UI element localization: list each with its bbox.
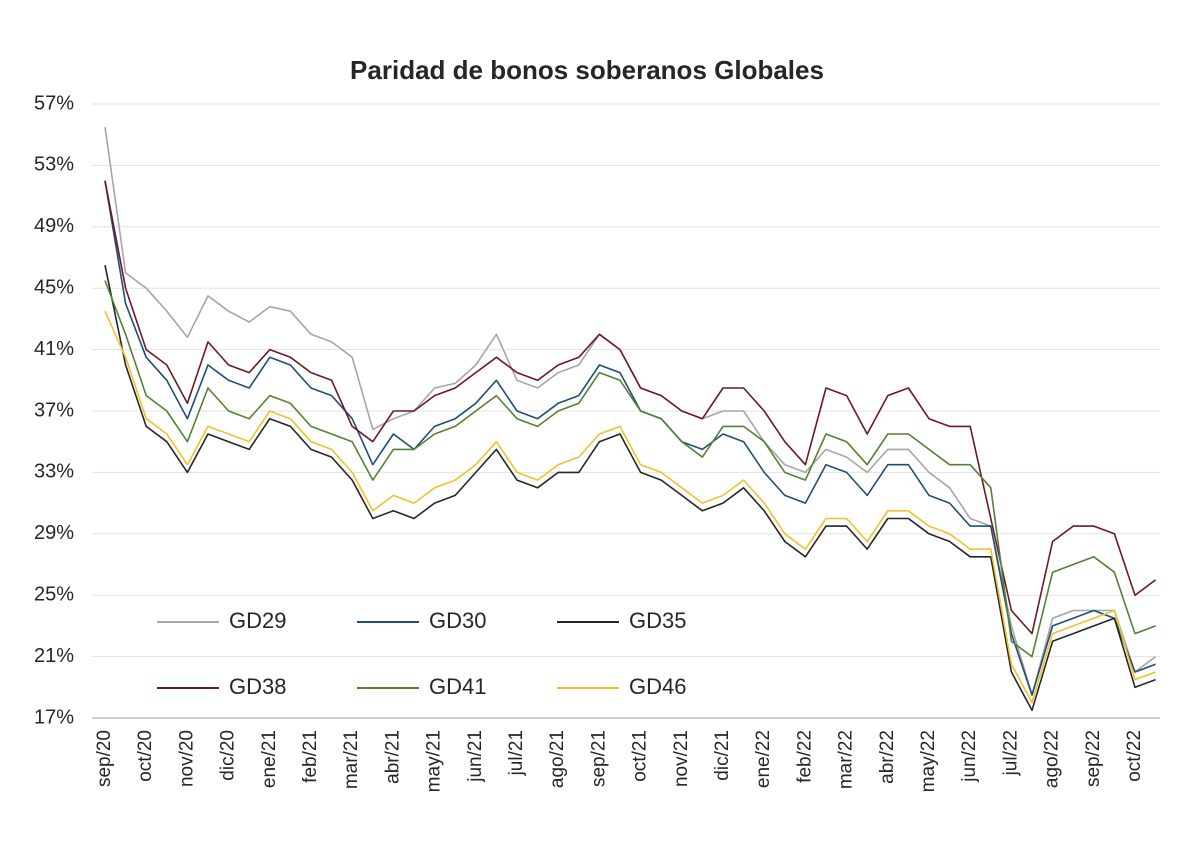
legend-label: GD30 [429, 608, 486, 633]
series-line [104, 265, 1156, 712]
y-tick-label: 21% [34, 645, 74, 667]
x-tick-label: ene/22 [753, 730, 774, 788]
x-tick-label: sep/20 [94, 730, 115, 787]
x-tick-label: feb/21 [300, 730, 321, 783]
legend-label: GD38 [229, 674, 286, 699]
y-tick-label: 25% [34, 583, 74, 605]
y-tick-label: 33% [34, 461, 74, 483]
x-tick-label: dic/21 [712, 730, 733, 781]
y-tick-label: 37% [34, 399, 74, 421]
legend-label: GD35 [629, 608, 686, 633]
x-tick-label: oct/21 [630, 730, 651, 782]
legend-label: GD41 [429, 674, 486, 699]
x-tick-label: nov/21 [671, 730, 692, 787]
x-tick-label: sep/21 [588, 730, 609, 787]
x-tick-label: oct/20 [135, 730, 156, 782]
x-tick-label: abr/21 [382, 730, 403, 784]
x-tick-label: feb/22 [794, 730, 815, 783]
series-line [104, 280, 1156, 658]
x-tick-label: ago/21 [547, 730, 568, 788]
x-tick-label: jul/22 [1000, 730, 1021, 776]
series-line [104, 180, 1157, 635]
y-tick-label: 17% [34, 706, 74, 728]
y-tick-label: 53% [34, 154, 74, 176]
y-tick-label: 29% [34, 522, 74, 544]
series-line [104, 180, 1156, 696]
y-tick-label: 49% [34, 215, 74, 237]
y-tick-label: 57% [34, 92, 74, 114]
x-tick-label: abr/22 [877, 730, 898, 784]
x-tick-label: sep/22 [1083, 730, 1104, 787]
x-tick-label: nov/20 [176, 730, 197, 787]
x-tick-label: jun/22 [959, 730, 980, 783]
x-tick-label: mar/21 [341, 730, 362, 789]
legend-label: GD46 [629, 674, 686, 699]
chart-title: Paridad de bonos soberanos Globales [350, 55, 824, 85]
x-tick-label: dic/20 [218, 730, 239, 781]
series-line [104, 310, 1156, 704]
x-tick-label: ago/22 [1042, 730, 1063, 788]
legend-label: GD29 [229, 608, 286, 633]
x-tick-label: may/22 [918, 730, 939, 792]
y-tick-label: 45% [34, 276, 74, 298]
x-tick-label: jul/21 [506, 730, 527, 776]
x-tick-label: jun/21 [465, 730, 486, 783]
x-tick-label: oct/22 [1124, 730, 1145, 782]
x-tick-label: may/21 [424, 730, 445, 792]
y-tick-label: 41% [34, 338, 74, 360]
x-tick-label: mar/22 [836, 730, 857, 789]
x-tick-label: ene/21 [259, 730, 280, 788]
